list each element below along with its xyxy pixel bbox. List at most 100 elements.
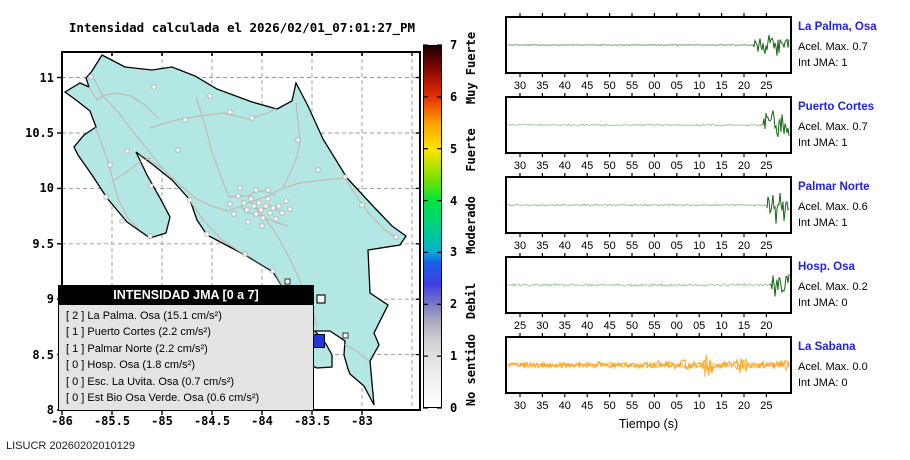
station-acel-max: Acel. Max. 0.6 [798,201,868,213]
map-y-tick-label: 10 [39,181,54,196]
costa-rica-map [57,51,421,415]
station-name: La Sabana [798,341,856,353]
wave-x-tick-label: 00 [670,320,683,332]
wave-x-tick-label: 45 [581,160,594,172]
map-y-tick-label: 11 [39,70,54,85]
wave-x-tick-label: 30 [513,80,527,92]
wave-x-tick-label: 55 [625,80,639,92]
colorbar-tick-label: 2 [450,297,458,312]
colorbar-tick-label: 5 [450,141,458,156]
map-x-tick-label: -86 [51,414,73,428]
trace-burst [761,110,790,137]
wave-x-tick-label: 40 [558,160,571,172]
legend-item: [ 0 ] Esc. La Uvita. Osa (0.7 cm/s²) [66,375,235,388]
wave-x-tick-label: 20 [737,160,751,172]
wave-x-tick-label: 00 [648,400,661,412]
panel-frame [505,176,792,234]
map-y-tick-label: 9.5 [32,236,54,251]
wave-x-tick-label: 05 [670,240,683,252]
seismogram-panel [505,253,792,317]
wave-x-tick-label: 25 [760,160,773,172]
legend-item: [ 2 ] La Palma. Osa (15.1 cm/s²) [66,310,222,322]
legend-item: [ 0 ] Est Bio Osa Verde. Osa (0.6 cm/s²) [66,392,260,405]
station-acel-max: Acel. Max. 0.7 [798,121,868,133]
map-x-tick-label: -83.5 [293,414,331,428]
colorbar-tick-label: 1 [450,349,458,364]
intensity-colorbar [423,45,442,408]
wave-x-tick-label: 05 [670,80,683,92]
wave-x-tick-label: 10 [715,320,728,332]
map-axis-ticks [57,52,420,415]
wave-x-tick-label: 05 [670,400,683,412]
station-name: La Palma, Osa [798,21,877,33]
station-name: Hosp. Osa [798,261,855,273]
station-int-jma: Int JMA: 1 [798,57,848,69]
wave-x-tick-label: 05 [670,160,683,172]
wave-x-tick-label: 05 [693,320,706,332]
trace-line [507,354,790,377]
seismogram-panel [505,173,792,237]
panel-frame [505,256,792,314]
wave-x-tick-label: 10 [693,400,706,412]
colorbar-tick-label: 3 [450,245,458,260]
wave-x-tick-label: 10 [693,240,706,252]
map-x-tick-label: -85 [151,414,173,428]
panel-frame [505,16,792,74]
wave-x-tick-label: 40 [581,320,594,332]
wave-x-tick-label: 40 [558,240,571,252]
colorbar-tick-label: 6 [450,89,458,104]
wave-x-tick-label: 35 [536,240,549,252]
wave-x-tick-label: 45 [603,320,616,332]
map-y-tick-label: 8.5 [32,347,54,362]
seismogram-panel [505,93,792,157]
wave-x-tick-label: 30 [513,240,527,252]
wave-x-tick-label: 15 [715,160,728,172]
wave-x-tick-label: 15 [737,320,751,332]
map-y-tick-label: 8 [46,403,54,417]
seismogram-panel [505,13,792,77]
wave-x-tick-label: 50 [603,400,616,412]
trace-baseline [507,196,769,210]
legend-items: [ 2 ] La Palma. Osa (15.1 cm/s²) [ 1 ] Pu… [59,305,313,410]
wave-x-tick-label: 15 [715,80,728,92]
wave-x-tick-label: 20 [760,320,773,332]
wave-x-tick-label: 50 [603,160,616,172]
wave-x-tick-label: 55 [648,320,661,332]
wave-x-tick-label: 35 [558,320,571,332]
trace-baseline [507,281,773,288]
colorbar-tick-label: 4 [450,193,458,208]
wave-x-tick-label: 30 [536,320,549,332]
colorbar-tick-label: 7 [450,38,458,52]
intensity0-marker [284,278,291,285]
wave-x-tick-label: 15 [715,400,728,412]
wave-x-tick-label: 25 [760,80,773,92]
trace-baseline [507,44,755,47]
station-int-jma: Int JMA: 0 [798,297,848,309]
station-acel-max: Acel. Max. 0.2 [798,281,868,293]
wave-x-tick-label: 10 [693,160,706,172]
colorbar-ticks [423,44,442,409]
station-name: Puerto Cortes [798,101,875,113]
road-network [88,74,398,362]
wave-x-tick-label: 20 [737,240,751,252]
legend-item: [ 0 ] Hosp. Osa (1.8 cm/s²) [66,359,195,372]
wave-x-tick-label: 30 [513,160,527,172]
wave-x-tick-label: 45 [581,80,594,92]
wave-x-tick-label: 40 [558,80,571,92]
map-x-tick-label: -84 [251,414,273,428]
intensity1-marker [316,294,326,304]
station-acel-max: Acel. Max. 0.0 [798,361,868,373]
wave-x-tick-label: 00 [648,80,661,92]
trace-burst [769,274,790,297]
map-y-tick-label: 9 [46,292,54,307]
wave-x-tick-label: 45 [581,400,594,412]
wave-x-tick-label: 50 [603,80,616,92]
trace-baseline [508,123,763,127]
station-int-jma: Int JMA: 1 [798,217,848,229]
wave-x-tick-label: 55 [625,240,639,252]
jma-intensity-legend: INTENSIDAD JMA [0 a 7] [ 2 ] La Palma. O… [58,285,314,412]
panel-frame [505,336,792,394]
intensity0-marker [342,332,349,339]
trace-burst [752,34,790,56]
